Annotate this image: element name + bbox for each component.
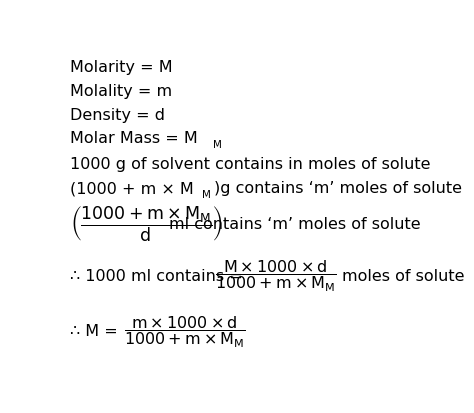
Text: $\mathsf{\left(\dfrac{1000 + m \times M_M}{d}\right)}$: $\mathsf{\left(\dfrac{1000 + m \times M_… [70,204,223,244]
Text: ml contains ‘m’ moles of solute: ml contains ‘m’ moles of solute [169,216,421,231]
Text: $\mathsf{\dfrac{m \times 1000 \times d}{1000 + m \times M_M}}$: $\mathsf{\dfrac{m \times 1000 \times d}{… [124,313,245,349]
Text: Molality = m: Molality = m [70,83,173,98]
Text: moles of solute: moles of solute [342,268,465,283]
Text: M: M [213,139,222,150]
Text: )g contains ‘m’ moles of solute: )g contains ‘m’ moles of solute [213,181,462,196]
Text: 1000 g of solvent contains in moles of solute: 1000 g of solvent contains in moles of s… [70,157,431,171]
Text: $\mathsf{\dfrac{M \times 1000 \times d}{1000 + m \times M_M}}$: $\mathsf{\dfrac{M \times 1000 \times d}{… [215,258,337,293]
Text: (1000 + m × M: (1000 + m × M [70,181,194,196]
Text: M: M [202,189,210,199]
Text: Density = d: Density = d [70,107,165,122]
Text: ∴ 1000 ml contains =: ∴ 1000 ml contains = [70,268,243,283]
Text: ∴ M =: ∴ M = [70,323,118,339]
Text: Molar Mass = M: Molar Mass = M [70,131,198,146]
Text: Molarity = M: Molarity = M [70,59,173,74]
